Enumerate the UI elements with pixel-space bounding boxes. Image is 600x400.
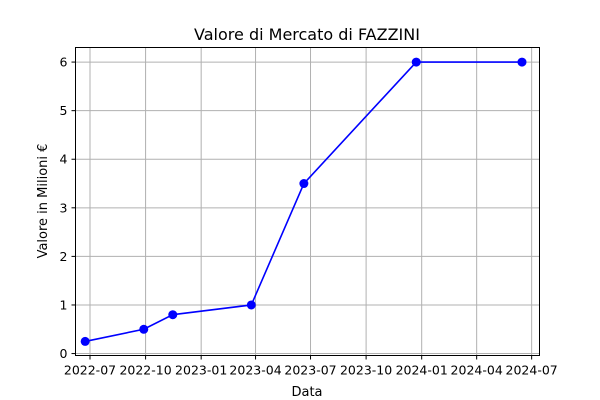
data-point	[299, 179, 309, 189]
data-point	[246, 300, 256, 310]
x-tick-label: 2024-04	[451, 363, 503, 378]
series-layer	[80, 57, 527, 346]
y-tick-label: 1	[60, 297, 68, 312]
x-tick-label: 2022-07	[64, 363, 116, 378]
data-point	[168, 310, 178, 320]
y-axis-label: Valore in Milioni €	[36, 144, 51, 259]
series-line	[85, 61, 522, 343]
grid	[75, 47, 540, 356]
chart-title: Valore di Mercato di FAZZINI	[194, 25, 420, 44]
x-tick-label: 2023-10	[340, 363, 392, 378]
x-tick-label: 2024-07	[506, 363, 558, 378]
y-tick-label: 2	[60, 249, 68, 264]
x-tick-label: 2023-07	[284, 363, 336, 378]
y-tick-label: 5	[60, 103, 68, 118]
data-point	[411, 57, 421, 67]
data-point	[80, 336, 90, 346]
plot-frame	[75, 47, 540, 356]
data-point	[517, 57, 527, 67]
x-tick-label: 2022-10	[119, 363, 171, 378]
x-tick-label: 2023-01	[175, 363, 227, 378]
data-point	[139, 324, 149, 334]
y-tick-label: 4	[60, 152, 68, 167]
y-axis-ticks: 0 1 2 3 4 5 6	[60, 55, 76, 361]
x-tick-label: 2024-01	[396, 363, 448, 378]
y-tick-label: 3	[60, 200, 68, 215]
y-tick-label: 0	[60, 346, 68, 361]
x-axis-label: Data	[291, 385, 322, 400]
x-tick-label: 2023-04	[229, 363, 281, 378]
x-axis-ticks: 2022-07 2022-10 2023-01 2023-04 2023-07 2023-…	[64, 355, 558, 378]
y-tick-label: 6	[60, 55, 68, 70]
